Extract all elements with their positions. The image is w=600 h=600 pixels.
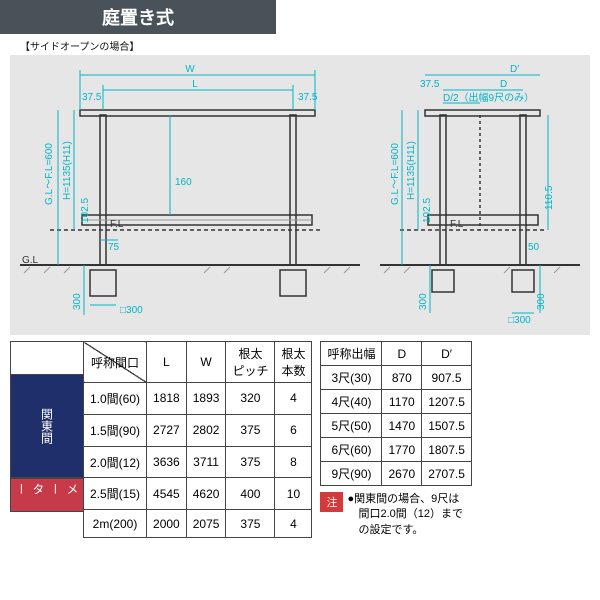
width-table-cell: 375 bbox=[226, 414, 275, 446]
width-table-cell: 2.5間(15) bbox=[84, 478, 147, 510]
svg-text:37.5: 37.5 bbox=[82, 92, 102, 103]
width-table-cell: 2000 bbox=[147, 510, 187, 538]
svg-text:F.L: F.L bbox=[450, 219, 464, 230]
width-table: 呼称間口LW根太ピッチ根太本数 1.0間(60)1818189332041.5間… bbox=[83, 341, 312, 538]
depth-table: 呼称出幅DD′ 3尺(30)870907.54尺(40)11701207.55尺… bbox=[320, 341, 471, 486]
svg-text:H=1135(H11): H=1135(H11) bbox=[62, 141, 73, 200]
width-table-cell: 375 bbox=[226, 446, 275, 478]
depth-table-row: 3尺(30)870907.5 bbox=[321, 366, 471, 390]
width-table-wrap: 関東間 メーター 呼称間口LW根太ピッチ根太本数 1.0間(60)1818189… bbox=[10, 341, 312, 538]
svg-text:300: 300 bbox=[418, 293, 429, 310]
depth-table-cell: 1770 bbox=[382, 438, 422, 462]
svg-text:300: 300 bbox=[72, 293, 83, 310]
width-table-cell: 10 bbox=[275, 478, 312, 510]
width-table-row: 2m(200)200020753754 bbox=[84, 510, 312, 538]
width-table-cell: 3636 bbox=[147, 446, 187, 478]
depth-table-header: D′ bbox=[422, 342, 472, 366]
width-table-cell: 1893 bbox=[186, 383, 226, 415]
depth-table-cell: 907.5 bbox=[422, 366, 472, 390]
depth-table-header: 呼称出幅 bbox=[321, 342, 382, 366]
svg-text:D′: D′ bbox=[510, 64, 519, 75]
svg-text:G.L: G.L bbox=[22, 255, 39, 266]
depth-table-cell: 870 bbox=[382, 366, 422, 390]
subtitle: 【サイドオープンの場合】 bbox=[20, 38, 600, 53]
width-table-cell: 2m(200) bbox=[84, 510, 147, 538]
width-table-header: 根太ピッチ bbox=[226, 342, 275, 383]
depth-table-cell: 1207.5 bbox=[422, 390, 472, 414]
width-table-row: 2.5間(15)4545462040010 bbox=[84, 478, 312, 510]
width-table-cell: 2727 bbox=[147, 414, 187, 446]
svg-text:102.5: 102.5 bbox=[80, 198, 91, 223]
svg-text:160: 160 bbox=[175, 177, 192, 188]
svg-text:D: D bbox=[500, 79, 507, 90]
depth-table-cell: 2670 bbox=[382, 462, 422, 486]
svg-text:W: W bbox=[185, 64, 195, 75]
width-table-row: 1.5間(90)272728023756 bbox=[84, 414, 312, 446]
width-table-cell: 4 bbox=[275, 510, 312, 538]
depth-table-cell: 9尺(90) bbox=[321, 462, 382, 486]
depth-table-cell: 5尺(50) bbox=[321, 414, 382, 438]
svg-text:L: L bbox=[192, 79, 198, 90]
svg-text:37.5: 37.5 bbox=[298, 92, 318, 103]
width-table-cell: 375 bbox=[226, 510, 275, 538]
depth-table-cell: 1170 bbox=[382, 390, 422, 414]
title-bar: 庭置き式 bbox=[0, 0, 276, 34]
depth-table-cell: 1507.5 bbox=[422, 414, 472, 438]
depth-table-cell: 1470 bbox=[382, 414, 422, 438]
front-view: G.L F.L bbox=[20, 64, 360, 316]
svg-text:G.L～F.L=600: G.L～F.L=600 bbox=[390, 143, 401, 205]
depth-table-cell: 2707.5 bbox=[422, 462, 472, 486]
width-table-header: 呼称間口 bbox=[84, 342, 147, 383]
svg-text:F.L: F.L bbox=[110, 219, 124, 230]
depth-table-cell: 6尺(60) bbox=[321, 438, 382, 462]
width-table-cell: 4620 bbox=[186, 478, 226, 510]
depth-table-row: 5尺(50)14701507.5 bbox=[321, 414, 471, 438]
width-table-header: W bbox=[186, 342, 226, 383]
depth-table-row: 6尺(60)17701807.5 bbox=[321, 438, 471, 462]
note-text: ●関東間の場合、9尺は 間口2.0間（12）まで の設定です。 bbox=[347, 492, 463, 538]
svg-text:□300: □300 bbox=[120, 305, 143, 316]
depth-table-row: 9尺(90)26702707.5 bbox=[321, 462, 471, 486]
svg-text:H=1135(H11): H=1135(H11) bbox=[406, 141, 417, 200]
width-table-row: 1.0間(60)181818933204 bbox=[84, 383, 312, 415]
svg-text:75: 75 bbox=[108, 242, 120, 253]
width-table-header: L bbox=[147, 342, 187, 383]
svg-text:300: 300 bbox=[536, 293, 547, 310]
depth-table-cell: 3尺(30) bbox=[321, 366, 382, 390]
note-tag: 注 bbox=[320, 492, 343, 512]
group-meter-label: メーター bbox=[10, 478, 83, 512]
width-table-cell: 320 bbox=[226, 383, 275, 415]
width-table-cell: 1.0間(60) bbox=[84, 383, 147, 415]
svg-text:37.5: 37.5 bbox=[420, 79, 440, 90]
depth-table-header: D bbox=[382, 342, 422, 366]
width-table-cell: 4545 bbox=[147, 478, 187, 510]
width-table-cell: 6 bbox=[275, 414, 312, 446]
side-view: F.L D′ D 37.5 D/2（出幅9尺のみ） G.L～F.L=600 H=… bbox=[380, 64, 580, 326]
depth-table-cell: 1807.5 bbox=[422, 438, 472, 462]
width-table-cell: 2802 bbox=[186, 414, 226, 446]
width-table-cell: 3711 bbox=[186, 446, 226, 478]
tables-area: 関東間 メーター 呼称間口LW根太ピッチ根太本数 1.0間(60)1818189… bbox=[10, 341, 590, 538]
diagram-area: G.L F.L bbox=[10, 55, 590, 335]
svg-text:110.5: 110.5 bbox=[544, 185, 555, 210]
svg-text:□300: □300 bbox=[508, 315, 531, 326]
width-table-cell: 1.5間(90) bbox=[84, 414, 147, 446]
note-box: 注 ●関東間の場合、9尺は 間口2.0間（12）まで の設定です。 bbox=[320, 492, 471, 538]
width-table-cell: 4 bbox=[275, 383, 312, 415]
width-table-row: 2.0間(12)363637113758 bbox=[84, 446, 312, 478]
width-table-cell: 8 bbox=[275, 446, 312, 478]
width-table-cell: 2075 bbox=[186, 510, 226, 538]
width-table-cell: 1818 bbox=[147, 383, 187, 415]
svg-text:D/2（出幅9尺のみ）: D/2（出幅9尺のみ） bbox=[443, 91, 534, 104]
width-table-cell: 2.0間(12) bbox=[84, 446, 147, 478]
depth-table-cell: 4尺(40) bbox=[321, 390, 382, 414]
width-table-header: 根太本数 bbox=[275, 342, 312, 383]
side-labels: 関東間 メーター bbox=[10, 341, 83, 538]
svg-text:50: 50 bbox=[528, 242, 540, 253]
group-kanto-label: 関東間 bbox=[10, 374, 83, 478]
depth-table-row: 4尺(40)11701207.5 bbox=[321, 390, 471, 414]
svg-text:G.L～F.L=600: G.L～F.L=600 bbox=[44, 143, 55, 205]
svg-text:102.5: 102.5 bbox=[422, 198, 433, 223]
width-table-cell: 400 bbox=[226, 478, 275, 510]
